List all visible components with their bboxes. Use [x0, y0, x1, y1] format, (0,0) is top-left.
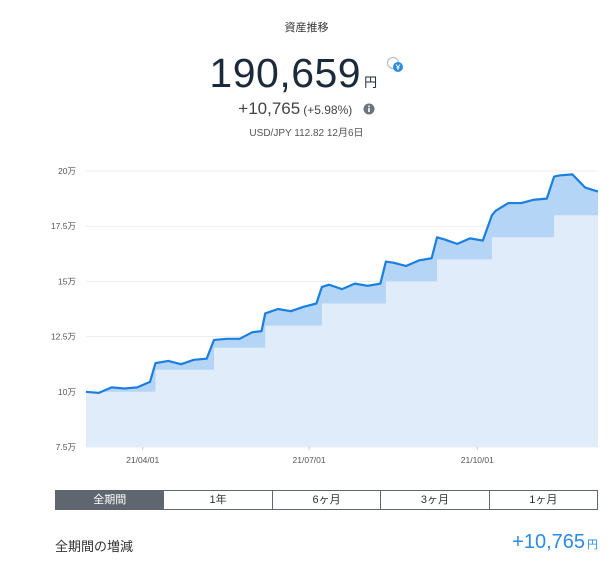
change-row: +10,765 (+5.98%): [0, 99, 613, 119]
change-value: +10,765: [238, 99, 301, 118]
page-title: 資産推移: [284, 22, 329, 34]
summary-unit: 円: [587, 539, 598, 551]
y-tick-label: 17.5万: [51, 221, 76, 231]
summary-value: +10,765: [512, 531, 585, 553]
total-row: 190,659 円: [0, 50, 613, 97]
y-tick-label: 20万: [58, 166, 76, 176]
y-tick-label: 15万: [58, 276, 76, 286]
period-tabs: 全期間 1年 6ヶ月 3ヶ月 1ヶ月: [55, 490, 598, 510]
principal-area: [86, 215, 598, 447]
period-tab[interactable]: 1ヶ月: [488, 491, 598, 509]
y-tick-label: 7.5万: [56, 442, 76, 452]
fx-rate: USD/JPY 112.82 12月6日: [249, 128, 364, 139]
y-tick-label: 10万: [58, 387, 76, 397]
y-tick-label: 12.5万: [51, 332, 76, 342]
currency-icon[interactable]: [386, 55, 404, 73]
value-line: [85, 173, 599, 395]
x-tick-label: 21/07/01: [293, 455, 326, 465]
period-tab[interactable]: 6ヶ月: [271, 491, 381, 509]
info-icon[interactable]: [363, 103, 375, 115]
summary-value-row: +10,765 円: [512, 531, 598, 554]
period-tab[interactable]: 1年: [163, 491, 272, 509]
chart: 7.5万 10万 12.5万 15万 17.5万 20万 21/04/01 21/07/01 2…: [51, 166, 599, 465]
x-tick-label: 21/10/01: [461, 455, 494, 465]
x-tick-label: 21/04/01: [126, 455, 159, 465]
period-tab[interactable]: 3ヶ月: [380, 491, 489, 509]
period-tab[interactable]: 全期間: [56, 491, 164, 509]
total-value: 190,659: [209, 50, 362, 96]
change-percent: (+5.98%): [303, 103, 353, 117]
total-unit: 円: [364, 75, 378, 90]
summary-label: 全期間の増減: [55, 539, 134, 554]
